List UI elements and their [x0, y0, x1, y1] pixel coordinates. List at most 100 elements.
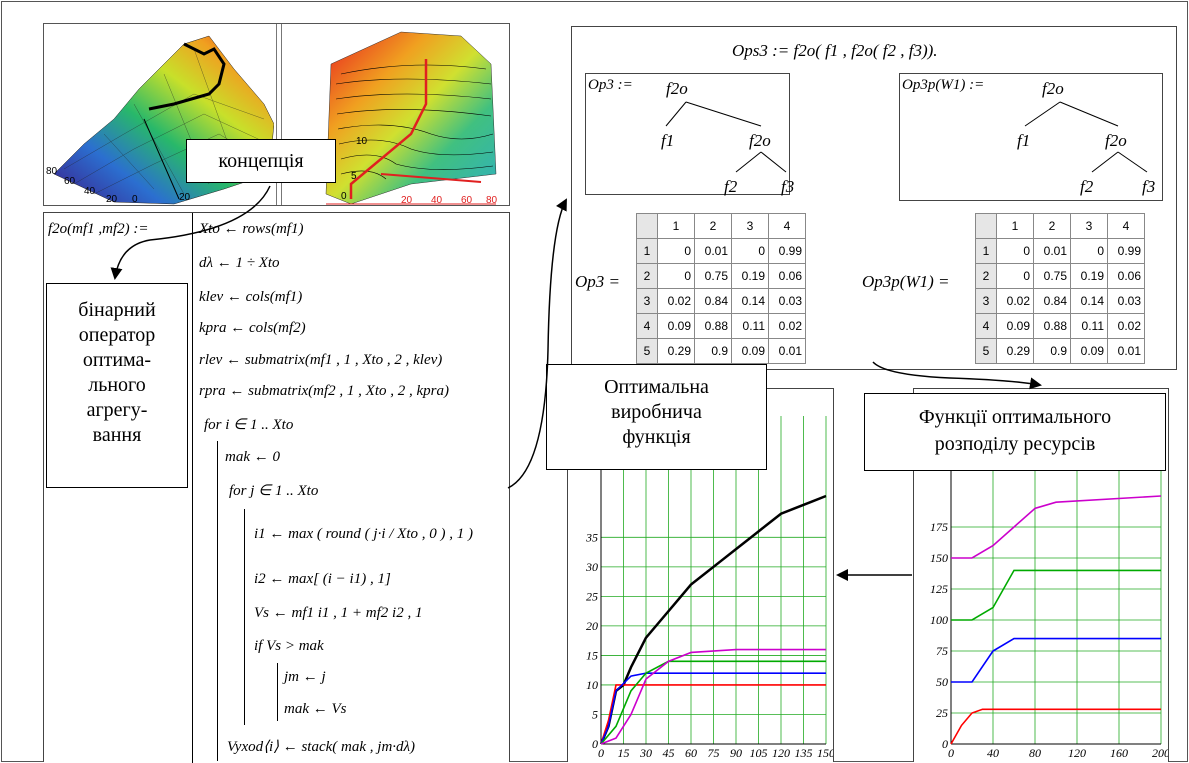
loop-bracket-inner [244, 509, 245, 725]
optimal-line: виробнича [611, 401, 702, 423]
matrix-row-index: 1 [975, 238, 997, 264]
op3p-tree-edges [1024, 101, 1148, 173]
matrix-col-header: 1 [996, 213, 1034, 239]
x-tick-label: 135 [795, 746, 813, 760]
matrix-col-header: 3 [731, 213, 769, 239]
y-tick-label: 5 [592, 707, 598, 721]
binary-operator-label: бінарний оператор оптима- льного агрегу-… [46, 283, 188, 488]
matrix-corner [636, 213, 658, 239]
matrix-col-header: 3 [1070, 213, 1108, 239]
binary-line: оператор [78, 324, 156, 346]
x-tick-label: 200 [1152, 746, 1168, 760]
matrix-cell: 0.14 [1070, 288, 1108, 314]
op3-tree-label: Op3 := [588, 77, 633, 93]
panel-divider [276, 24, 282, 205]
series-line [600, 684, 826, 745]
tick-label: 10 [356, 136, 368, 147]
distribution-line: Функції оптимального [918, 406, 1112, 428]
matrix-cell: 0.11 [1070, 313, 1108, 339]
matrix-cell: 0.99 [1107, 238, 1145, 264]
tick-label: 60 [461, 195, 473, 205]
matrix-row-index: 3 [975, 288, 997, 314]
production-function-chart: 0 5 10 15 20 25 30 35 0 15 30 45 60 75 90 105 120 135 150 [585, 416, 833, 760]
series-line [950, 708, 1161, 745]
code-line: if Vs > mak [254, 638, 324, 654]
x-tick-label: 45 [663, 746, 675, 760]
tick-label: 40 [84, 186, 96, 197]
series-line [600, 672, 826, 745]
code-line: mak ← Vs [284, 701, 347, 717]
op3p-tree-label: Op3p(W1) := [902, 77, 985, 93]
matrix-cell: 0.01 [694, 238, 732, 264]
matrix-cell: 0.9 [694, 338, 732, 364]
matrix-row-index: 4 [975, 313, 997, 339]
tick-label: 60 [64, 176, 76, 187]
code-line: mak ← 0 [225, 449, 280, 465]
tick-label: 80 [486, 195, 498, 205]
x-tick-label: 0 [948, 746, 954, 760]
code-line: for i ∈ 1 .. Xto [204, 417, 294, 433]
matrix-cell: 0.03 [768, 288, 806, 314]
op3-tree-left: f1 [661, 131, 675, 150]
y-tick-label: 25 [936, 706, 948, 720]
matrix-cell: 0 [996, 263, 1034, 289]
matrix-cell: 0.09 [1070, 338, 1108, 364]
matrix-col-header: 4 [768, 213, 806, 239]
matrix-cell: 0 [996, 238, 1034, 264]
distribution-line: розподілу ресурсів [934, 433, 1096, 455]
op3-matrix: 1 2 3 4 1 0 0.01 0 0.99 2 0 0.75 0.19 0.… [636, 213, 806, 364]
matrix-cell: 0.02 [1107, 313, 1145, 339]
matrix-cell: 0.03 [1107, 288, 1145, 314]
tick-label: 5 [351, 171, 357, 182]
matrix-row-index: 4 [636, 313, 658, 339]
x-tick-label: 120 [772, 746, 790, 760]
op3-matrix-label: Op3 = [575, 272, 620, 291]
y-tick-label: 15 [586, 648, 598, 662]
code-line: Vyxod⟨i⟩ ← stack( mak , jm·dλ) [227, 739, 416, 755]
matrix-row-index: 1 [636, 238, 658, 264]
x-tick-label: 105 [750, 746, 768, 760]
series-line [600, 660, 826, 745]
tick-label: 20 [401, 195, 413, 205]
concept-label-text: концепція [218, 150, 304, 172]
code-line: klev ← cols(mf1) [199, 289, 303, 305]
code-line: kpra ← cols(mf2) [199, 320, 306, 336]
op3-tree-box: Op3 := f2o f1 f2o f2 f3 [585, 73, 794, 196]
distribution-label: Функції оптимального розподілу ресурсів [864, 393, 1166, 471]
matrix-cell: 0.19 [1070, 263, 1108, 289]
matrix-row-index: 5 [975, 338, 997, 364]
code-line: i1 ← max ( round ( j·i / Xto , 0 ) , 1 ) [254, 526, 474, 542]
tick-label: 80 [46, 166, 58, 177]
x-tick-label: 0 [598, 746, 604, 760]
op3-tree-root: f2o [666, 79, 688, 98]
code-line: i2 ← max[ (i − i1) , 1] [254, 571, 391, 587]
matrix-cell: 0.01 [1107, 338, 1145, 364]
tick-label: 0 [341, 191, 347, 202]
binary-line: бінарний [78, 299, 156, 321]
x-tick-label: 120 [1068, 746, 1086, 760]
ops3-title: Ops3 := f2o( f1 , f2o( f2 , f3)). [732, 41, 938, 60]
series-line [599, 494, 827, 745]
op3p-tree-box: Op3p(W1) := f2o f1 f2o f2 f3 [899, 73, 1163, 201]
matrix-cell: 0 [731, 238, 769, 264]
op3-tree-rr: f3 [781, 177, 795, 196]
matrix-cell: 0.14 [731, 288, 769, 314]
matrix-cell: 0.19 [731, 263, 769, 289]
matrix-col-header: 2 [1033, 213, 1071, 239]
series-line [951, 569, 1161, 621]
matrix-cell: 0.02 [768, 313, 806, 339]
binary-line: оптима- [82, 349, 152, 371]
optimal-line: функція [622, 426, 691, 448]
y-tick-label: 25 [586, 589, 598, 603]
matrix-row-index: 3 [636, 288, 658, 314]
matrix-row-index: 2 [636, 263, 658, 289]
matrix-row-index: 2 [975, 263, 997, 289]
op3p-tree-right: f2o [1105, 131, 1127, 150]
ops3-panel: Ops3 := f2o( f1 , f2o( f2 , f3)). Op3 :=… [571, 26, 1177, 370]
op3p-tree-left: f1 [1017, 131, 1031, 150]
matrix-cell: 0.06 [1107, 263, 1145, 289]
op3p-matrix: 1 2 3 4 1 0 0.01 0 0.99 2 0 0.75 0.19 0.… [975, 213, 1145, 364]
matrix-col-header: 2 [694, 213, 732, 239]
x-tick-label: 60 [685, 746, 697, 760]
x-tick-label: 90 [730, 746, 742, 760]
